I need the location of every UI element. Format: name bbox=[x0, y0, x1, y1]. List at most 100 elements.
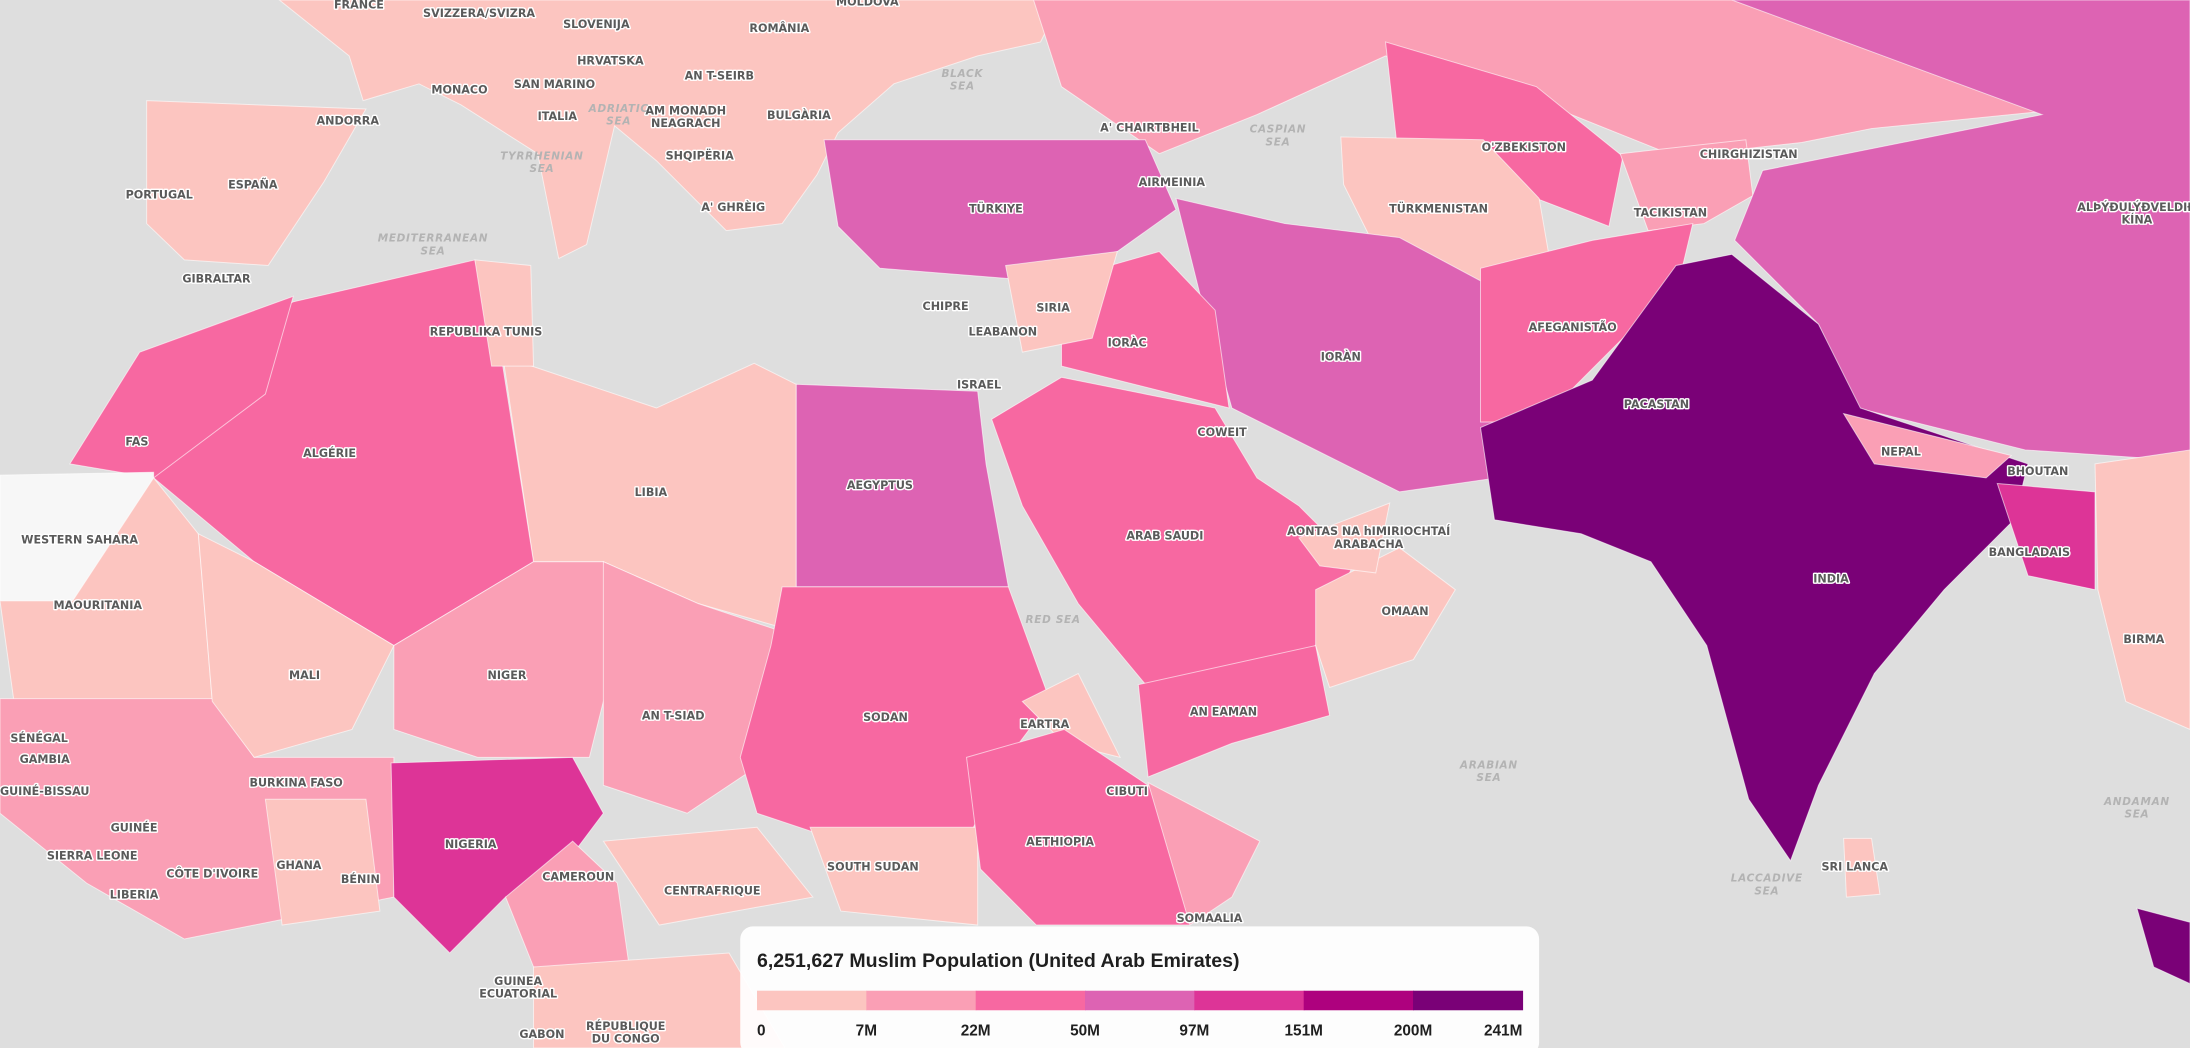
country-label: MALI bbox=[289, 669, 320, 682]
country-label-line: MONACO bbox=[431, 84, 487, 97]
sea-label-line: SEA bbox=[2124, 808, 2149, 820]
yemen bbox=[1137, 644, 1331, 778]
country-label: NIGERIA bbox=[445, 838, 497, 851]
country-label: BANGLADAIS bbox=[1989, 546, 2070, 559]
country-label: MOLDOVA bbox=[836, 0, 899, 9]
country-label-line: KÍNA bbox=[2122, 214, 2153, 227]
ghana bbox=[264, 798, 381, 926]
legend-tick-label: 22M bbox=[961, 1022, 991, 1039]
country-label-line: CAMEROUN bbox=[542, 870, 614, 883]
country-label-line: GUINEA bbox=[494, 975, 542, 988]
sea-label-line: SEA bbox=[1476, 772, 1501, 784]
country-label: PACASTAN bbox=[1624, 398, 1689, 411]
sea-label-line: ADRIATIC bbox=[588, 103, 649, 115]
country-label-line: A' GHRÈIG bbox=[701, 201, 765, 214]
country-label-line: TÜRKIYE bbox=[969, 201, 1023, 215]
sea-label-line: RED SEA bbox=[1025, 614, 1080, 626]
country-label-line: ISRAEL bbox=[957, 378, 1001, 391]
country-label: SÉNÉGAL bbox=[10, 732, 68, 745]
country-label-line: LIBERIA bbox=[110, 888, 159, 901]
country-label: LIBERIA bbox=[110, 888, 159, 901]
country-label-line: CÔTE D'IVOIRE bbox=[166, 868, 258, 881]
south-asia bbox=[1479, 253, 2029, 862]
country-label-line: SRI LANCA bbox=[1822, 861, 1889, 874]
legend-swatch bbox=[866, 990, 977, 1011]
country-label: NIGER bbox=[488, 669, 527, 682]
country-label: CÔTE D'IVOIRE bbox=[166, 868, 258, 881]
country-label-line: BÉNIN bbox=[341, 873, 380, 886]
country-label: AIRMEINIA bbox=[1139, 176, 1206, 189]
country-label-line: GABON bbox=[519, 1028, 564, 1041]
country-label-line: INDIA bbox=[1813, 573, 1849, 586]
country-label-line: ANDORRA bbox=[317, 114, 380, 127]
somalia bbox=[1147, 781, 1261, 926]
country-label: AN T-SIAD bbox=[642, 710, 705, 723]
country-label-line: NEPAL bbox=[1881, 446, 1921, 459]
country-label-line: PORTUGAL bbox=[126, 188, 193, 201]
country-label: SOMAALIA bbox=[1177, 912, 1243, 925]
sea-label: CASPIAN SEA bbox=[1250, 124, 1307, 149]
country-label-line: CHIPRE bbox=[923, 300, 969, 313]
nepal bbox=[1842, 412, 2013, 479]
country-label: GIBRALTAR bbox=[182, 272, 251, 285]
country-label: AM MONADH NEAGRACH bbox=[645, 105, 726, 131]
country-label: TÜRKMENISTAN bbox=[1389, 201, 1488, 215]
country-label: SOUTH SUDAN bbox=[827, 861, 919, 874]
sea-label-line: MEDITERRANEAN bbox=[378, 233, 489, 245]
country-label-line: SLOVENIJA bbox=[563, 18, 630, 31]
country-label: BHOUTAN bbox=[2007, 465, 2068, 478]
country-label-line: ARAB SAUDI bbox=[1126, 529, 1203, 542]
iberia bbox=[146, 100, 367, 267]
country-label: SAN MARINO bbox=[514, 78, 595, 91]
country-label-line: ALGÉRIE bbox=[303, 447, 356, 460]
country-label: ROMÂNIA bbox=[749, 22, 809, 35]
country-label: EARTRA bbox=[1020, 718, 1070, 731]
country-label-line: AN T-SEIRB bbox=[685, 70, 754, 83]
country-label: CHIRGHIZISTAN bbox=[1700, 148, 1798, 161]
country-label: ARAB SAUDI bbox=[1126, 529, 1203, 542]
country-label: GUINEA ECUATORIAL bbox=[479, 975, 557, 1001]
country-label-line: BURKINA FASO bbox=[249, 777, 342, 790]
mali bbox=[197, 532, 395, 758]
country-label-line: FRANCE bbox=[334, 0, 384, 11]
country-label-line: AIRMEINIA bbox=[1139, 176, 1206, 189]
country-label: REPUBLIKA TUNIS bbox=[430, 325, 543, 338]
legend-swatch bbox=[975, 990, 1086, 1011]
sea-label: ANDAMAN SEA bbox=[2103, 796, 2170, 821]
country-label-line: SOMAALIA bbox=[1177, 912, 1243, 925]
legend-tick-label: 241M bbox=[1484, 1022, 1522, 1039]
country-label: AETHIOPIA bbox=[1026, 835, 1094, 848]
country-label-line: CENTRAFRIQUE bbox=[664, 884, 760, 897]
country-label-line: SAN MARINO bbox=[514, 78, 595, 91]
legend-tick-label: 7M bbox=[856, 1022, 877, 1039]
sea-label: BLACK SEA bbox=[941, 68, 983, 93]
country-label: CAMEROUN bbox=[542, 870, 614, 883]
country-label-line: MOLDOVA bbox=[836, 0, 899, 9]
europe bbox=[278, 0, 1063, 260]
country-label: TÜRKIYE bbox=[969, 201, 1023, 215]
country-label-line: AONTAS NA hIMIRIOCHTAÍ bbox=[1287, 525, 1450, 538]
country-label: SIERRA LEONE bbox=[47, 849, 138, 862]
country-label-line: A' CHAIRTBHEIL bbox=[1100, 121, 1199, 134]
country-label-line: RÉPUBLIQUE bbox=[586, 1020, 665, 1033]
country-label-line: SIERRA LEONE bbox=[47, 849, 138, 862]
country-label: AFEGANISTÃO bbox=[1529, 321, 1617, 334]
legend-title: 6,251,627 Muslim Population (United Arab… bbox=[757, 950, 1240, 972]
country-label-line: WESTERN SAHARA bbox=[21, 534, 138, 547]
country-label-line: O'ZBEKISTON bbox=[1482, 141, 1566, 154]
country-label: WESTERN SAHARA bbox=[21, 534, 138, 547]
country-label: GHANA bbox=[276, 859, 321, 872]
country-label: OMAAN bbox=[1381, 605, 1428, 618]
country-label: SRI LANCA bbox=[1822, 861, 1889, 874]
country-label-line: DU CONGO bbox=[592, 1032, 660, 1045]
country-label-line: GIBRALTAR bbox=[182, 272, 251, 285]
country-label-line: FAS bbox=[125, 436, 148, 449]
country-label-line: BHOUTAN bbox=[2007, 465, 2068, 478]
country-label: NEPAL bbox=[1881, 446, 1921, 459]
country-label-line: IORÀC bbox=[1108, 337, 1147, 350]
country-label: IORÀN bbox=[1321, 351, 1361, 364]
sea-label: RED SEA bbox=[1025, 614, 1080, 626]
country-label: CENTRAFRIQUE bbox=[664, 884, 760, 897]
car bbox=[602, 826, 814, 926]
